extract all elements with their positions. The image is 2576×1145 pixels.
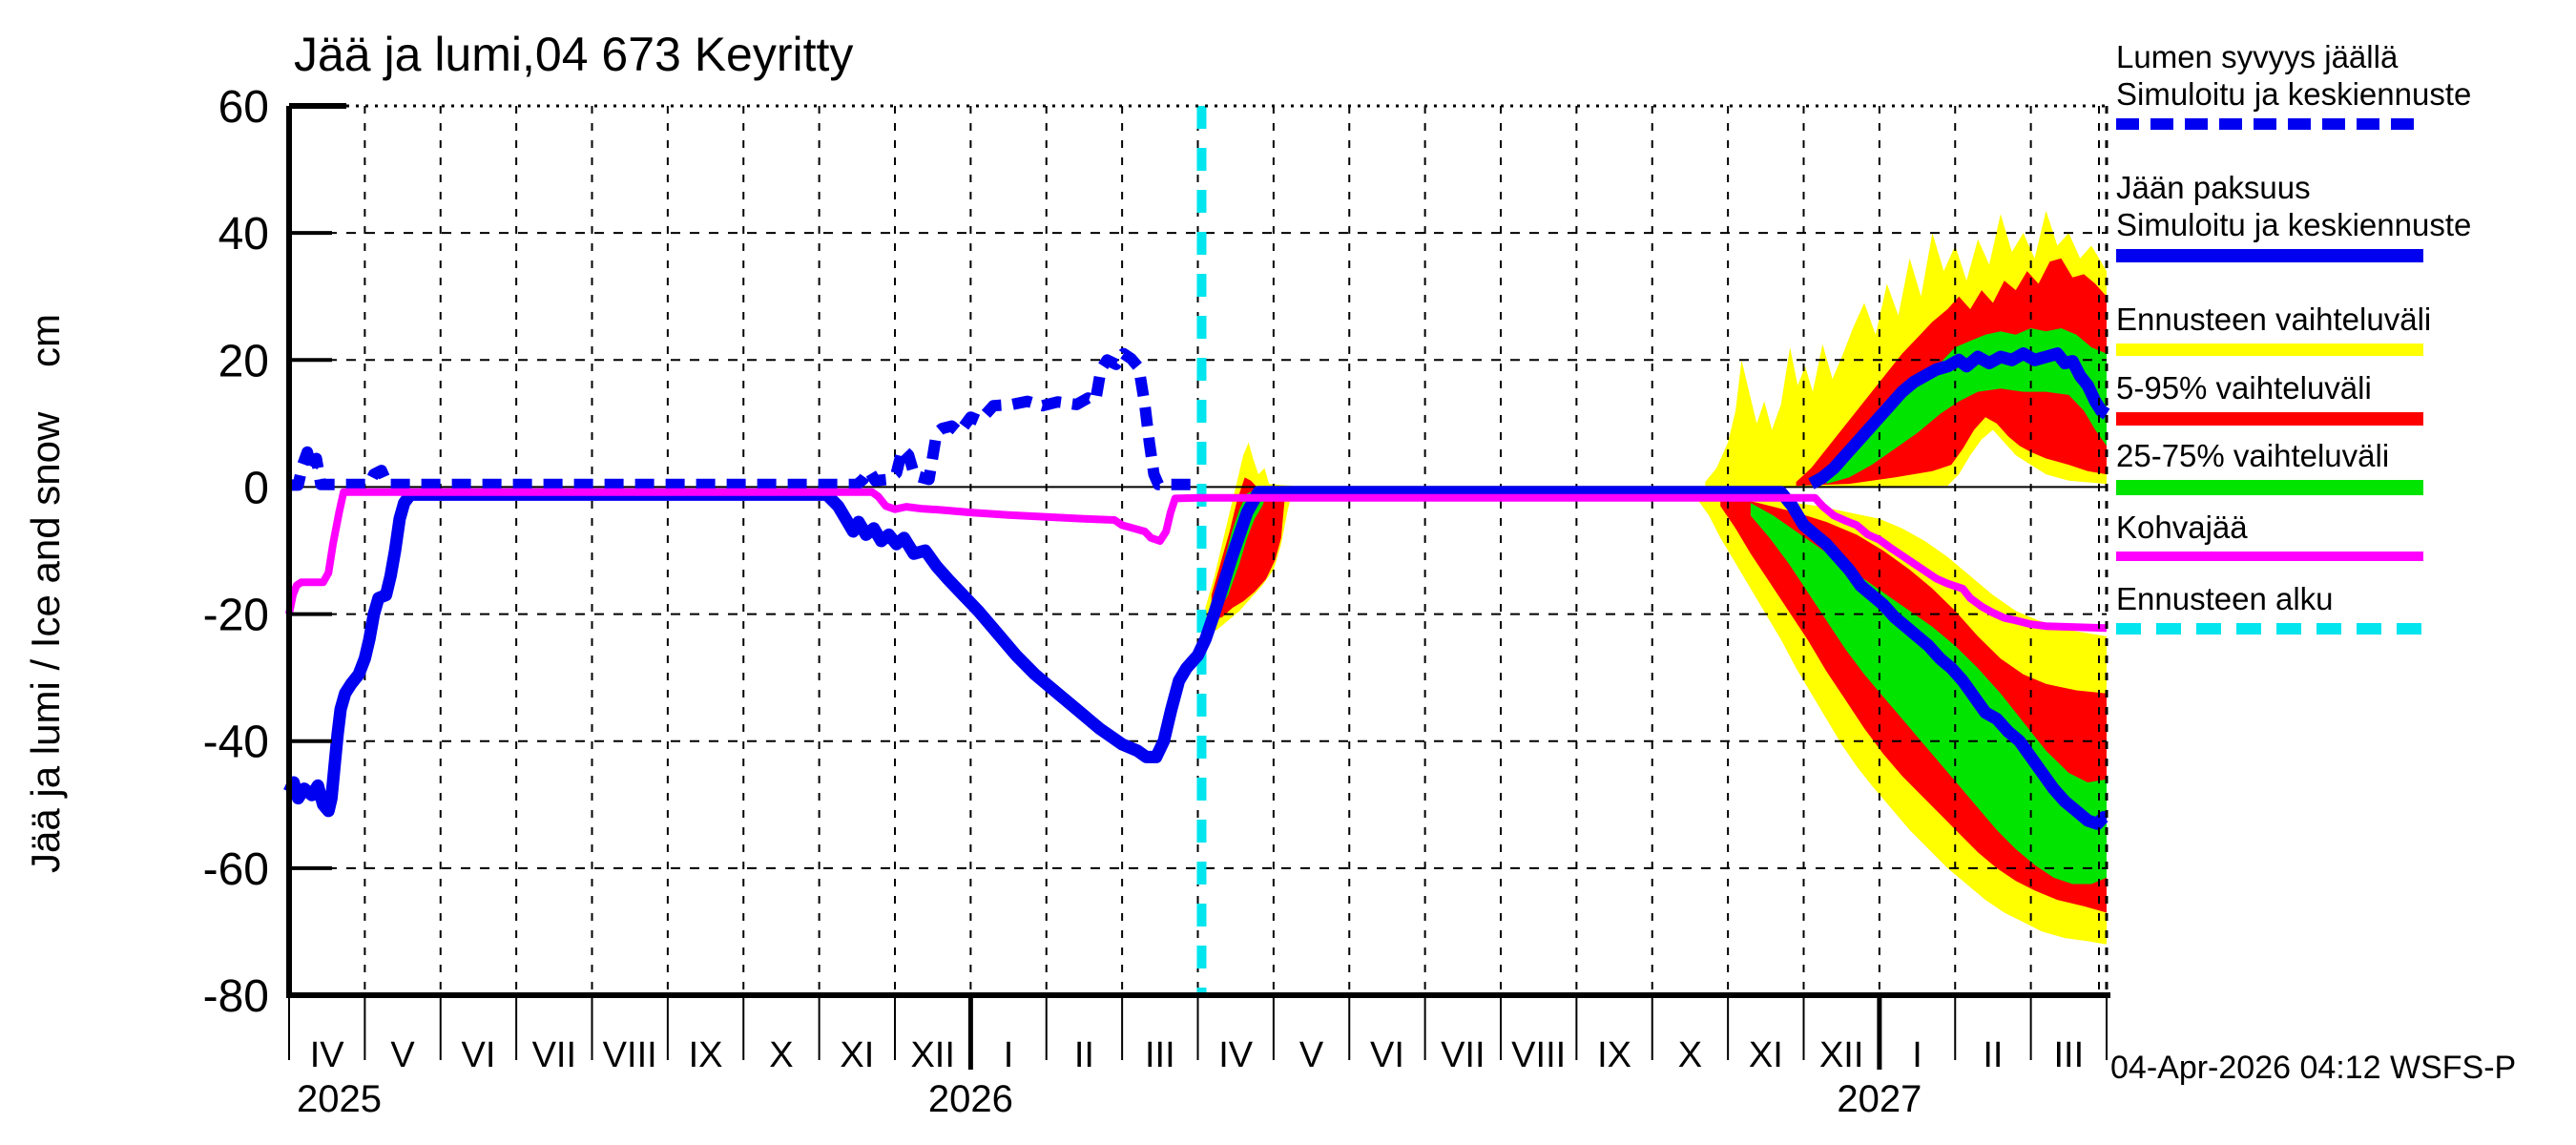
month-label: XI bbox=[840, 1035, 874, 1075]
legend-item-ice-thickness: Jään paksuus Simuloitu ja keskiennuste bbox=[2116, 169, 2576, 262]
month-label: V bbox=[1299, 1035, 1324, 1075]
y-tick-label: 60 bbox=[218, 82, 269, 133]
yellow-line-sample bbox=[2116, 344, 2423, 356]
y-tick-label: 40 bbox=[218, 209, 269, 260]
legend-label: Ennusteen alku bbox=[2116, 581, 2334, 616]
cyan-dashed-line-sample bbox=[2116, 623, 2423, 635]
magenta-line-sample bbox=[2116, 552, 2423, 561]
legend-label: Jään paksuus bbox=[2116, 170, 2311, 205]
legend-label: Simuloitu ja keskiennuste bbox=[2116, 76, 2472, 112]
y-tick-label: -20 bbox=[203, 591, 269, 641]
month-label: I bbox=[1004, 1035, 1014, 1075]
green-line-sample bbox=[2116, 480, 2423, 495]
band-snow-25-75 bbox=[1826, 328, 2107, 485]
month-label: IV bbox=[1218, 1035, 1254, 1075]
blue-dashed-line-sample bbox=[2116, 118, 2423, 130]
series-snow-depth-sim bbox=[289, 347, 1198, 491]
year-label: 2026 bbox=[928, 1078, 1013, 1120]
month-label: III bbox=[2053, 1035, 2084, 1075]
y-tick-label: 20 bbox=[218, 336, 269, 386]
legend-label: Simuloitu ja keskiennuste bbox=[2116, 207, 2472, 242]
month-label: VIII bbox=[1511, 1035, 1566, 1075]
legend-label: 5-95% vaihteluväli bbox=[2116, 370, 2372, 406]
month-label: XII bbox=[910, 1035, 954, 1075]
y-tick-label: -60 bbox=[203, 844, 269, 895]
legend-item-kohvajaa: Kohvajää bbox=[2116, 509, 2576, 561]
legend-item-forecast-range: Ennusteen vaihteluväli bbox=[2116, 301, 2576, 356]
month-label: VI bbox=[461, 1035, 495, 1075]
legend-label: Lumen syvyys jäällä bbox=[2116, 39, 2399, 74]
month-label: V bbox=[390, 1035, 415, 1075]
month-label: IV bbox=[310, 1035, 345, 1075]
y-tick-label: -80 bbox=[203, 971, 269, 1022]
legend-item-25-75: 25-75% vaihteluväli bbox=[2116, 437, 2576, 495]
series-snow-depth-forecast-median bbox=[1808, 347, 2110, 489]
legend-label: Ennusteen vaihteluväli bbox=[2116, 302, 2432, 337]
y-axis-title: Jää ja lumi / Ice and snow cm bbox=[23, 314, 68, 873]
timestamp-label: 04-Apr-2026 04:12 WSFS-P bbox=[2110, 1050, 2517, 1086]
month-label: III bbox=[1145, 1035, 1175, 1075]
year-label: 2027 bbox=[1837, 1078, 1922, 1120]
y-tick-label: 0 bbox=[243, 463, 269, 513]
band-ice-25-75 bbox=[1750, 503, 2107, 885]
month-label: II bbox=[1983, 1035, 2003, 1075]
blue-solid-line-sample bbox=[2116, 249, 2423, 262]
month-label: IX bbox=[1597, 1035, 1631, 1075]
year-label: 2025 bbox=[297, 1078, 382, 1120]
legend-label: 25-75% vaihteluväli bbox=[2116, 438, 2390, 473]
red-line-sample bbox=[2116, 412, 2423, 426]
legend-label: Kohvajää bbox=[2116, 510, 2248, 545]
month-label: I bbox=[1912, 1035, 1922, 1075]
month-label: X bbox=[769, 1035, 793, 1075]
legend-item-5-95: 5-95% vaihteluväli bbox=[2116, 369, 2576, 426]
legend-item-snow-depth: Lumen syvyys jäällä Simuloitu ja keskien… bbox=[2116, 38, 2576, 130]
month-label: VII bbox=[1441, 1035, 1485, 1075]
month-label: VI bbox=[1370, 1035, 1404, 1075]
month-label: VII bbox=[532, 1035, 576, 1075]
series-ice-thickness-sim bbox=[283, 486, 2110, 830]
month-label: II bbox=[1074, 1035, 1094, 1075]
series-kohvajaa bbox=[285, 488, 2108, 633]
month-label: XI bbox=[1749, 1035, 1783, 1075]
month-label: VIII bbox=[603, 1035, 657, 1075]
month-label: X bbox=[1678, 1035, 1702, 1075]
page-title: Jää ja lumi,04 673 Keyritty bbox=[294, 28, 854, 81]
y-tick-label: -40 bbox=[203, 718, 269, 768]
month-label: IX bbox=[689, 1035, 723, 1075]
legend-item-forecast-start: Ennusteen alku bbox=[2116, 580, 2576, 635]
month-label: XII bbox=[1819, 1035, 1863, 1075]
